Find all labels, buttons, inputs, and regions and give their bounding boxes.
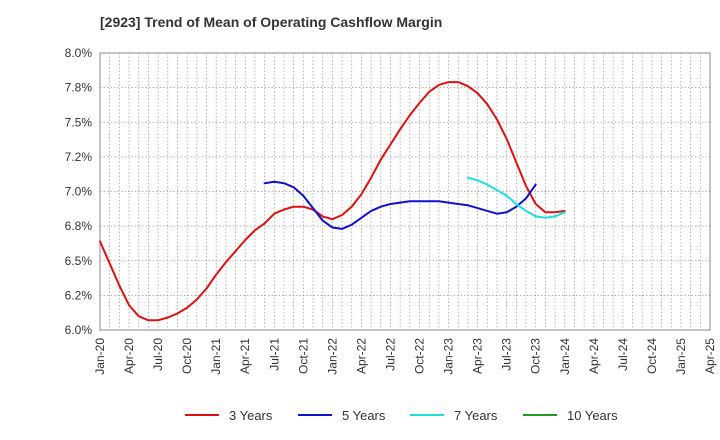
legend-label-3-years: 3 Years xyxy=(229,407,273,423)
legend-swatch-7-years xyxy=(410,414,444,416)
legend-label-5-years: 5 Years xyxy=(342,407,386,423)
x-tick-label: Jul-24 xyxy=(616,338,630,371)
x-tick-label: Jan-20 xyxy=(93,338,107,375)
x-tick-label: Apr-24 xyxy=(587,338,601,374)
x-tick-label: Jul-22 xyxy=(383,338,397,371)
y-tick-label: 6.2% xyxy=(65,288,93,302)
legend-swatch-10-years xyxy=(523,414,557,416)
y-tick-labels: 6.0% 6.2% 6.5% 6.8% 7.0% 7.2% 7.5% 7.8% 8.0% xyxy=(65,46,93,337)
y-tick-label: 8.0% xyxy=(65,46,93,60)
plot-frame xyxy=(99,52,711,331)
x-tick-label: Jan-21 xyxy=(209,338,223,375)
legend-swatch-3-years xyxy=(185,414,219,416)
legend-item-7-years: 7 Years xyxy=(410,404,497,426)
y-tick-label: 6.5% xyxy=(65,254,93,268)
legend-item-5-years: 5 Years xyxy=(298,404,385,426)
x-tick-label: Oct-22 xyxy=(413,338,427,374)
x-tick-labels: Jan-20 Apr-20 Jul-20 Oct-20 Jan-21 Apr-21 Jul-… xyxy=(93,338,717,375)
legend: 3 Years 5 Years 7 Years 10 Years xyxy=(0,404,720,426)
y-tick-label: 7.8% xyxy=(65,81,93,95)
x-tick-label: Apr-21 xyxy=(238,338,252,374)
x-tick-label: Jul-20 xyxy=(151,338,165,371)
chart-title: [2923] Trend of Mean of Operating Cashfl… xyxy=(100,14,443,30)
grid xyxy=(99,52,711,331)
axes xyxy=(99,52,711,331)
y-tick-label: 6.8% xyxy=(65,219,93,233)
x-tick-label: Jan-22 xyxy=(325,338,339,375)
x-tick-label: Apr-22 xyxy=(354,338,368,374)
legend-swatch-5-years xyxy=(298,414,332,416)
y-tick-label: 6.0% xyxy=(65,323,93,337)
y-tick-label: 7.0% xyxy=(65,185,93,199)
x-tick-label: Jul-23 xyxy=(500,338,514,371)
x-tick-label: Apr-23 xyxy=(471,338,485,374)
legend-label-10-years: 10 Years xyxy=(567,407,618,423)
x-tick-label: Apr-20 xyxy=(122,338,136,374)
series-line-7-years xyxy=(466,176,566,219)
y-tick-label: 7.5% xyxy=(65,115,93,129)
x-tick-label: Jan-25 xyxy=(674,338,688,375)
series-line-5-years xyxy=(263,180,537,230)
x-tick-label: Oct-23 xyxy=(529,338,543,374)
x-tick-label: Jan-23 xyxy=(442,338,456,375)
x-tick-label: Oct-20 xyxy=(180,338,194,374)
y-tick-label: 7.2% xyxy=(65,150,93,164)
legend-item-3-years: 3 Years xyxy=(185,404,272,426)
x-tick-label: Jul-21 xyxy=(267,338,281,371)
x-tick-label: Oct-21 xyxy=(296,338,310,374)
series-lines xyxy=(99,81,566,322)
x-tick-label: Apr-25 xyxy=(703,338,717,374)
legend-label-7-years: 7 Years xyxy=(454,407,498,423)
x-tick-label: Jan-24 xyxy=(558,338,572,375)
legend-item-10-years: 10 Years xyxy=(523,404,618,426)
x-tick-label: Oct-24 xyxy=(645,338,659,374)
series-line-3-years xyxy=(99,81,566,322)
